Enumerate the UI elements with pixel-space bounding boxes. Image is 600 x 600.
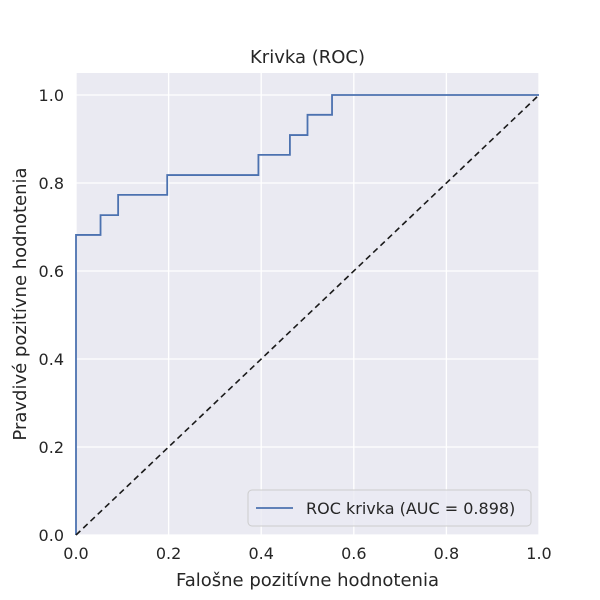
y-tick-label-1: 0.2 <box>39 438 64 457</box>
y-axis-label: Pravdivé pozitívne hodnotenia <box>10 167 31 440</box>
y-tick-label-3: 0.6 <box>39 262 64 281</box>
x-axis-ticks: 0.0 0.2 0.4 0.6 0.8 1.0 <box>63 544 551 563</box>
series-layer <box>75 94 540 536</box>
chance-diagonal-line <box>75 94 540 536</box>
y-axis-ticks: 0.0 0.2 0.4 0.6 0.8 1.0 <box>39 86 64 545</box>
legend: ROC krivka (AUC = 0.898) <box>247 489 532 527</box>
x-tick-label-0: 0.0 <box>63 544 88 563</box>
x-tick-label-4: 0.8 <box>434 544 459 563</box>
y-tick-label-4: 0.8 <box>39 174 64 193</box>
roc-curve-line <box>75 94 539 535</box>
legend-box <box>247 489 532 527</box>
y-tick-label-5: 1.0 <box>39 86 64 105</box>
x-tick-label-2: 0.4 <box>248 544 273 563</box>
x-tick-label-3: 0.6 <box>341 544 366 563</box>
chart-title: Krivka (ROC) <box>250 47 365 68</box>
y-tick-label-0: 0.0 <box>39 526 64 545</box>
grid-lines <box>75 73 540 536</box>
x-axis-label: Falošne pozitívne hodnotenia <box>176 570 439 591</box>
plot-area <box>76 73 539 535</box>
x-tick-label-5: 1.0 <box>526 544 551 563</box>
legend-label: ROC krivka (AUC = 0.898) <box>306 499 515 518</box>
y-tick-label-2: 0.4 <box>39 350 64 369</box>
x-tick-label-1: 0.2 <box>156 544 181 563</box>
